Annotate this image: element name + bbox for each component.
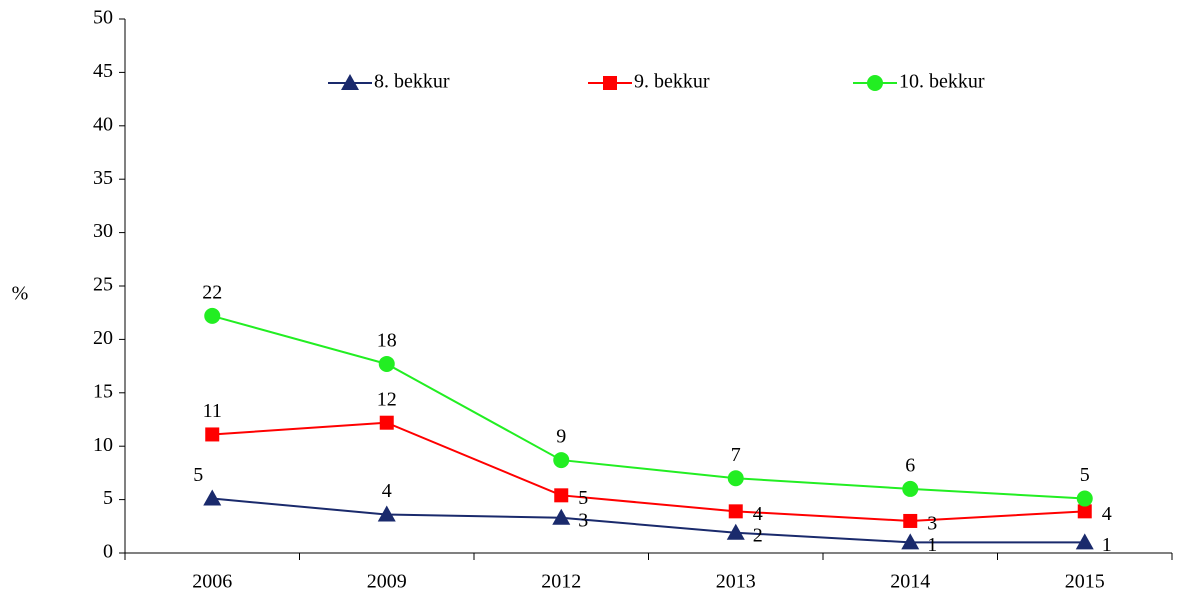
data-point <box>552 508 571 525</box>
y-tick-label: 20 <box>93 327 113 349</box>
data-point <box>902 480 919 497</box>
data-label: 2 <box>753 524 763 546</box>
data-label: 5 <box>578 487 588 509</box>
data-point <box>554 488 569 503</box>
x-tick-label: 2014 <box>890 571 930 593</box>
data-label: 4 <box>382 480 392 502</box>
series-line <box>211 314 1085 500</box>
data-point <box>379 415 394 430</box>
y-tick-label: 30 <box>93 220 113 242</box>
y-tick-label: 10 <box>93 434 113 456</box>
data-point <box>726 523 745 540</box>
data-label: 3 <box>578 509 588 531</box>
data-label: 11 <box>203 400 222 422</box>
data-point <box>377 505 396 522</box>
data-label: 18 <box>377 330 397 352</box>
y-axis-label: % <box>12 283 29 305</box>
data-point <box>553 452 570 469</box>
data-point <box>903 513 918 528</box>
data-label: 1 <box>927 534 937 556</box>
legend-label: 8. bekkur <box>374 71 450 93</box>
data-point <box>727 470 744 487</box>
series: 22 18 9 7 6 5 <box>202 281 1093 507</box>
data-label: 9 <box>556 426 566 448</box>
legend-marker <box>341 74 359 90</box>
y-tick-label: 40 <box>93 113 113 135</box>
y-tick-label: 5 <box>103 487 113 509</box>
series-line <box>212 497 1085 544</box>
x-tick-label: 2006 <box>192 571 232 593</box>
legend-item: 8. bekkur <box>328 71 450 93</box>
data-point <box>205 427 220 442</box>
y-tick-label: 15 <box>93 380 113 402</box>
y-tick-label: 25 <box>93 274 113 296</box>
data-point <box>204 307 221 324</box>
legend-marker <box>867 75 883 91</box>
data-point <box>1075 533 1094 550</box>
legend-item: 10. bekkur <box>853 71 985 93</box>
data-label: 22 <box>202 281 222 303</box>
x-tick-label: 2013 <box>716 571 756 593</box>
data-label: 1 <box>1102 534 1112 556</box>
x-tick-label: 2015 <box>1065 571 1105 593</box>
data-label: 12 <box>377 388 397 410</box>
x-tick-label: 2012 <box>541 571 581 593</box>
y-tick-label: 35 <box>93 167 113 189</box>
legend-marker <box>603 76 617 90</box>
data-label: 4 <box>1102 503 1112 525</box>
data-label: 6 <box>905 455 915 477</box>
data-point <box>203 489 222 506</box>
data-point <box>378 355 395 372</box>
y-tick-label: 0 <box>103 541 113 563</box>
y-tick-label: 50 <box>93 7 113 29</box>
data-point <box>1077 504 1092 519</box>
legend-label: 10. bekkur <box>899 71 985 93</box>
series-line <box>212 421 1085 522</box>
data-point <box>1076 490 1093 507</box>
data-point <box>901 533 920 550</box>
data-point <box>728 504 743 519</box>
data-label: 4 <box>753 503 763 525</box>
legend-item: 9. bekkur <box>588 71 710 93</box>
data-label: 3 <box>927 513 937 535</box>
x-tick-label: 2009 <box>367 571 407 593</box>
data-label: 5 <box>193 464 203 486</box>
data-label: 5 <box>1080 464 1090 486</box>
y-tick-label: 45 <box>93 60 113 82</box>
data-label: 7 <box>731 444 741 466</box>
legend-label: 9. bekkur <box>634 71 710 93</box>
